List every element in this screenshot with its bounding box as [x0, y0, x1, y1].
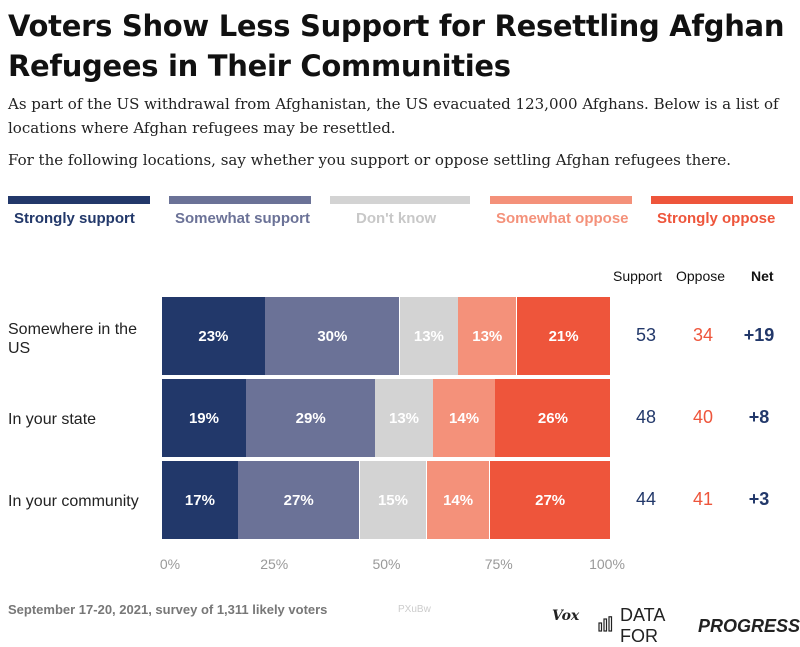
- support-value: 48: [635, 407, 657, 427]
- bar-value-label: 15%: [377, 491, 408, 509]
- legend-item: Strongly oppose: [651, 196, 793, 256]
- bar-segment: 27%: [489, 461, 611, 539]
- legend-label: Strongly support: [14, 210, 135, 227]
- legend-label: Strongly oppose: [657, 210, 776, 227]
- bar-segment: 29%: [246, 379, 375, 457]
- bar-value-label: 14%: [449, 409, 480, 427]
- bar-value-label: 30%: [317, 327, 348, 345]
- bar-segment: 14%: [426, 461, 490, 539]
- bar-value-label: 27%: [535, 491, 566, 509]
- bar-segment: 15%: [359, 461, 427, 539]
- chart-subtitle: As part of the US withdrawal from Afghan…: [8, 95, 779, 137]
- bar-segment: 30%: [265, 297, 400, 375]
- bar-segment: 19%: [162, 379, 246, 457]
- support-column-header: Support: [613, 268, 663, 284]
- data-for-progress-logo: DATA FOR PROGRESS: [598, 605, 800, 647]
- row-label: Somewhere in the US: [8, 321, 137, 357]
- support-value: 44: [635, 489, 657, 509]
- bar-chart-icon: [598, 615, 614, 637]
- bar-segment: 14%: [433, 379, 495, 457]
- watermark: PXuBw: [398, 604, 431, 615]
- legend-swatch: [490, 196, 632, 204]
- legend-swatch: [651, 196, 793, 204]
- bar-value-label: 27%: [283, 491, 314, 509]
- chart-title: Voters Show Less Support for Resettling …: [8, 9, 785, 83]
- x-tick-label: 25%: [260, 556, 289, 572]
- bar-value-label: 13%: [389, 409, 420, 427]
- bar-segment: 21%: [516, 297, 611, 375]
- oppose-value: 41: [692, 489, 714, 509]
- source-note: September 17-20, 2021, survey of 1,311 l…: [8, 602, 328, 617]
- legend-swatch: [169, 196, 311, 204]
- legend-swatch: [8, 196, 150, 204]
- legend-swatch: [330, 196, 470, 204]
- bar-value-label: 29%: [295, 409, 326, 427]
- row-label: In your community: [8, 493, 139, 510]
- bar-segment: 13%: [458, 297, 517, 375]
- dfp-text-strong: PROGRESS: [697, 615, 800, 636]
- x-tick-label: 100%: [589, 556, 625, 572]
- legend-item: Strongly support: [8, 196, 150, 256]
- legend-label: Don't know: [356, 210, 437, 227]
- bar-value-label: 26%: [537, 409, 568, 427]
- bar-value-label: 21%: [548, 327, 579, 345]
- bar-segment: 13%: [399, 297, 458, 375]
- bar-segment: 13%: [375, 379, 433, 457]
- legend-label: Somewhat support: [175, 210, 311, 227]
- dfp-text: DATA FOR: [620, 605, 665, 646]
- row-label: In your state: [8, 411, 97, 428]
- x-tick-label: 75%: [484, 556, 513, 572]
- legend-label: Somewhat oppose: [496, 210, 629, 227]
- oppose-value: 40: [692, 407, 714, 427]
- legend-item: Somewhat support: [169, 196, 311, 256]
- support-value: 53: [635, 325, 657, 345]
- bar-segment: 17%: [162, 461, 238, 539]
- bar-segment: 27%: [238, 461, 360, 539]
- bar-value-label: 17%: [184, 491, 215, 509]
- bar-value-label: 13%: [413, 327, 444, 345]
- net-value: +19: [743, 325, 775, 345]
- x-tick-label: 0%: [159, 556, 181, 572]
- bar-segment: 23%: [162, 297, 265, 375]
- net-column-header: Net: [751, 268, 774, 284]
- bar-value-label: 19%: [188, 409, 219, 427]
- bar-value-label: 23%: [198, 327, 229, 345]
- question-text: For the following locations, say whether…: [8, 151, 731, 169]
- bar-value-label: 14%: [443, 491, 474, 509]
- oppose-value: 34: [692, 325, 714, 345]
- x-tick-label: 50%: [372, 556, 401, 572]
- bar-segment: 26%: [495, 379, 611, 457]
- bar-value-label: 13%: [472, 327, 503, 345]
- oppose-column-header: Oppose: [676, 268, 726, 284]
- net-value: +8: [748, 407, 770, 427]
- legend-item: Somewhat oppose: [490, 196, 632, 256]
- vox-logo: Vox: [552, 608, 580, 624]
- net-value: +3: [748, 489, 770, 509]
- legend-item: Don't know: [330, 196, 470, 256]
